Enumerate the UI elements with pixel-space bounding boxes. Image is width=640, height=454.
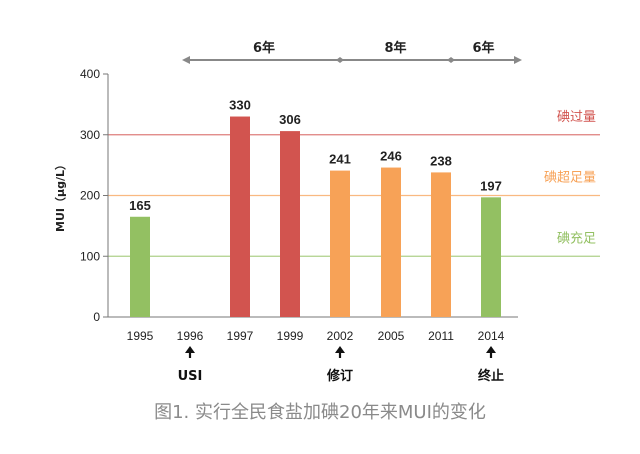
x-tick-label-1995: 1995 [127, 329, 154, 343]
x-tick-label-2005: 2005 [378, 329, 405, 343]
reference-label-1: 碘超足量 [544, 171, 596, 186]
span-label-2: 6年 [472, 40, 494, 56]
figure-caption: 图1. 实行全民食盐加碘20年来MUI的变化 [154, 402, 486, 423]
marker-arrow-icon-0 [185, 346, 195, 353]
data-label-1999: 306 [279, 112, 301, 127]
x-tick-label-2002: 2002 [327, 329, 354, 343]
y-tick-label-1: 100 [80, 249, 100, 263]
data-label-1997: 330 [229, 98, 251, 113]
x-tick-label-2011: 2011 [428, 329, 454, 343]
x-tick-label-1996: 1996 [177, 329, 204, 343]
y-tick-label-2: 200 [80, 189, 100, 203]
timeline-arrow-right [514, 56, 522, 64]
x-tick-label-2014: 2014 [478, 329, 505, 343]
marker-label-2: 终止 [478, 368, 504, 384]
reference-label-0: 碘过量 [557, 110, 596, 125]
data-label-2011: 238 [430, 153, 452, 168]
x-tick-label-1999: 1999 [277, 329, 304, 343]
marker-label-1: 修订 [326, 368, 353, 384]
bar-2005 [381, 167, 401, 317]
timeline-arrow-left [182, 56, 190, 64]
data-label-2014: 197 [480, 178, 502, 193]
y-tick-label-4: 400 [80, 67, 100, 81]
y-axis-title: MUI（μg/L） [54, 159, 67, 232]
reference-label-2: 碘充足 [557, 230, 596, 246]
bar-1997 [230, 116, 250, 318]
data-label-1995: 165 [129, 198, 151, 213]
span-label-1: 8年 [384, 40, 406, 56]
timeline-divider-1 [447, 57, 455, 63]
marker-label-0: USI [178, 369, 203, 384]
bar-2014 [481, 197, 501, 317]
marker-arrow-icon-1 [335, 346, 345, 353]
bar-2002 [330, 170, 350, 317]
bar-1995 [130, 216, 150, 317]
span-label-0: 6年 [253, 40, 275, 56]
data-label-2005: 246 [380, 149, 402, 164]
y-tick-label-3: 300 [80, 128, 100, 142]
bar-2011 [431, 172, 451, 317]
bar-1999 [280, 131, 300, 317]
y-tick-label-0: 0 [93, 310, 100, 324]
x-tick-label-1997: 1997 [227, 329, 254, 343]
marker-arrow-icon-2 [486, 346, 496, 353]
data-label-2002: 241 [329, 152, 351, 167]
timeline-divider-0 [336, 57, 344, 63]
